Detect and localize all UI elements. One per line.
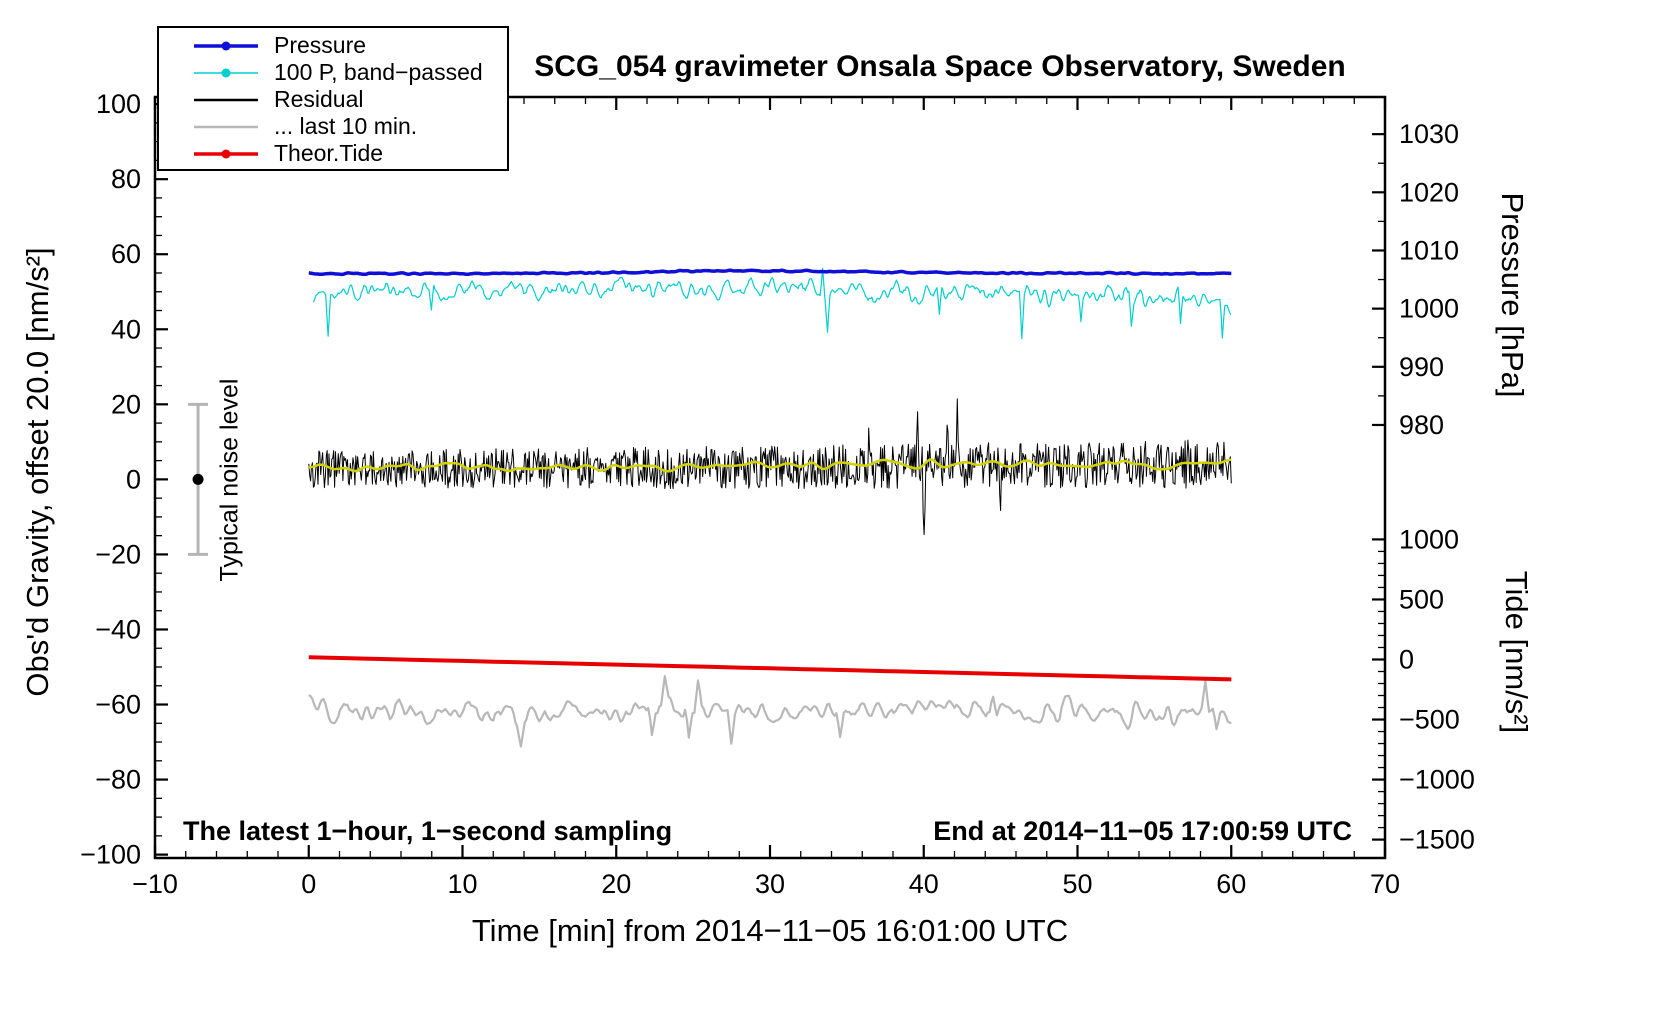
series-layer	[308, 267, 1232, 748]
legend-item-last-10-min: ... last 10 min.	[191, 113, 507, 140]
y-tick-label: 60	[111, 239, 141, 269]
x-axis-label: Time [min] from 2014−11−05 16:01:00 UTC	[471, 913, 1069, 948]
y-axis-label-pressure: Pressure [hPa]	[1495, 192, 1530, 398]
y-tick-label: −100	[80, 840, 141, 870]
legend-label: ... last 10 min.	[274, 113, 418, 139]
pressure-tick-label: 1000	[1399, 294, 1459, 324]
noise-level-errorbar	[188, 402, 209, 556]
tide-tick-label: 1000	[1399, 524, 1459, 554]
plot-frame	[153, 95, 1387, 860]
legend-sample-line	[194, 149, 258, 158]
y-tick-label: 100	[96, 89, 141, 119]
x-tick-label: 10	[447, 869, 477, 899]
legend-item-pressure: Pressure	[191, 32, 507, 59]
x-tick-label: 50	[1062, 869, 1092, 899]
y-tick-label: 20	[111, 389, 141, 419]
series-last-10-min	[308, 674, 1232, 748]
x-tick-label: 0	[301, 869, 316, 899]
y-axis-label-tide: Tide [nm/s²]	[1499, 570, 1534, 734]
x-tick-label: 30	[755, 869, 785, 899]
legend-sample-line	[194, 125, 258, 128]
y-tick-label: −20	[95, 539, 141, 569]
legend-marker-dot	[221, 149, 231, 158]
legend-item-theor-tide: Theor.Tide	[191, 140, 507, 167]
x-tick-label: 60	[1216, 869, 1246, 899]
y-tick-label: 0	[126, 464, 141, 494]
x-tick-label: 70	[1370, 869, 1400, 899]
tide-tick-label: −500	[1399, 705, 1460, 735]
legend-label: 100 P, band−passed	[274, 59, 483, 85]
legend-item-100-p-band-passed: 100 P, band−passed	[191, 59, 507, 86]
tide-tick-label: 0	[1399, 644, 1414, 674]
legend-marker-dot	[221, 41, 231, 50]
legend-label: Residual	[274, 86, 364, 112]
tide-tick-label: −1000	[1399, 765, 1475, 795]
series-residual	[308, 398, 1232, 536]
pressure-tick-label: 980	[1399, 410, 1444, 440]
annotation-sampling: The latest 1−hour, 1−second sampling	[183, 816, 673, 846]
y-tick-label: 40	[111, 314, 141, 344]
series-100-p-band-passed	[312, 267, 1232, 340]
pressure-tick-label: 990	[1399, 352, 1444, 382]
x-tick-label: 20	[601, 869, 631, 899]
y-tick-label: −60	[95, 690, 141, 720]
pressure-tick-label: 1020	[1399, 177, 1459, 207]
legend-item-residual: Residual	[191, 86, 507, 113]
x-tick-label: −10	[132, 869, 178, 899]
annotation-end-time: End at 2014−11−05 17:00:59 UTC	[933, 816, 1352, 846]
legend-sample-line	[194, 98, 258, 101]
tide-tick-label: 500	[1399, 584, 1444, 614]
y-axis-label-gravity: Obs'd Gravity, offset 20.0 [nm/s²]	[20, 247, 55, 697]
legend-sample-line	[194, 41, 258, 50]
x-tick-label: 40	[909, 869, 939, 899]
noise-level-dot	[192, 473, 204, 485]
series-residual-smoothed	[308, 458, 1232, 473]
y-tick-label: 80	[111, 164, 141, 194]
y-tick-label: −80	[95, 765, 141, 795]
series-pressure	[308, 268, 1232, 277]
series-theor-tide	[308, 655, 1232, 682]
legend-box: Pressure 100 P, band−passed Residual... la…	[157, 26, 509, 171]
legend-label: Pressure	[274, 32, 367, 58]
noise-level-label: Typical noise level	[215, 378, 244, 582]
pressure-tick-label: 1010	[1399, 235, 1459, 265]
y-tick-label: −40	[95, 614, 141, 644]
pressure-tick-label: 1030	[1399, 119, 1459, 149]
legend-label: Theor.Tide	[274, 140, 384, 166]
legend-marker-dot	[221, 68, 231, 77]
legend-sample-line	[194, 68, 258, 77]
chart-title: SCG_054 gravimeter Onsala Space Observat…	[534, 50, 1346, 83]
tide-tick-label: −1500	[1399, 825, 1475, 855]
